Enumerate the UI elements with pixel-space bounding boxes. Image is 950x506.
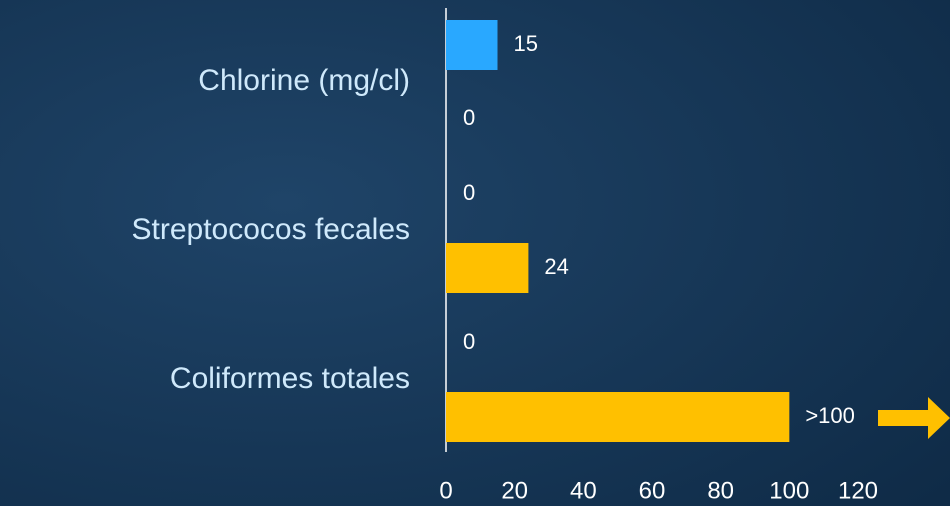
arrow [878,397,950,439]
x-tick-label: 0 [439,477,452,504]
x-tick-label: 60 [639,477,666,504]
value-label: 0 [463,180,475,205]
x-tick-label: 20 [501,477,528,504]
value-label: 15 [514,31,538,56]
value-label: 24 [544,254,568,279]
value-label: 0 [463,105,475,130]
value-label: >100 [805,403,855,428]
bar [446,243,529,293]
x-tick-label: 100 [769,477,809,504]
category-label: Coliformes totales [170,362,410,395]
x-tick-label: 120 [838,477,878,504]
value-label: 0 [463,329,475,354]
x-tick-label: 40 [570,477,597,504]
category-label: Streptococos fecales [132,213,410,246]
bar [446,392,790,442]
x-tick-label: 80 [707,477,734,504]
category-label: Chlorine (mg/cl) [198,64,410,97]
bar [446,20,498,70]
